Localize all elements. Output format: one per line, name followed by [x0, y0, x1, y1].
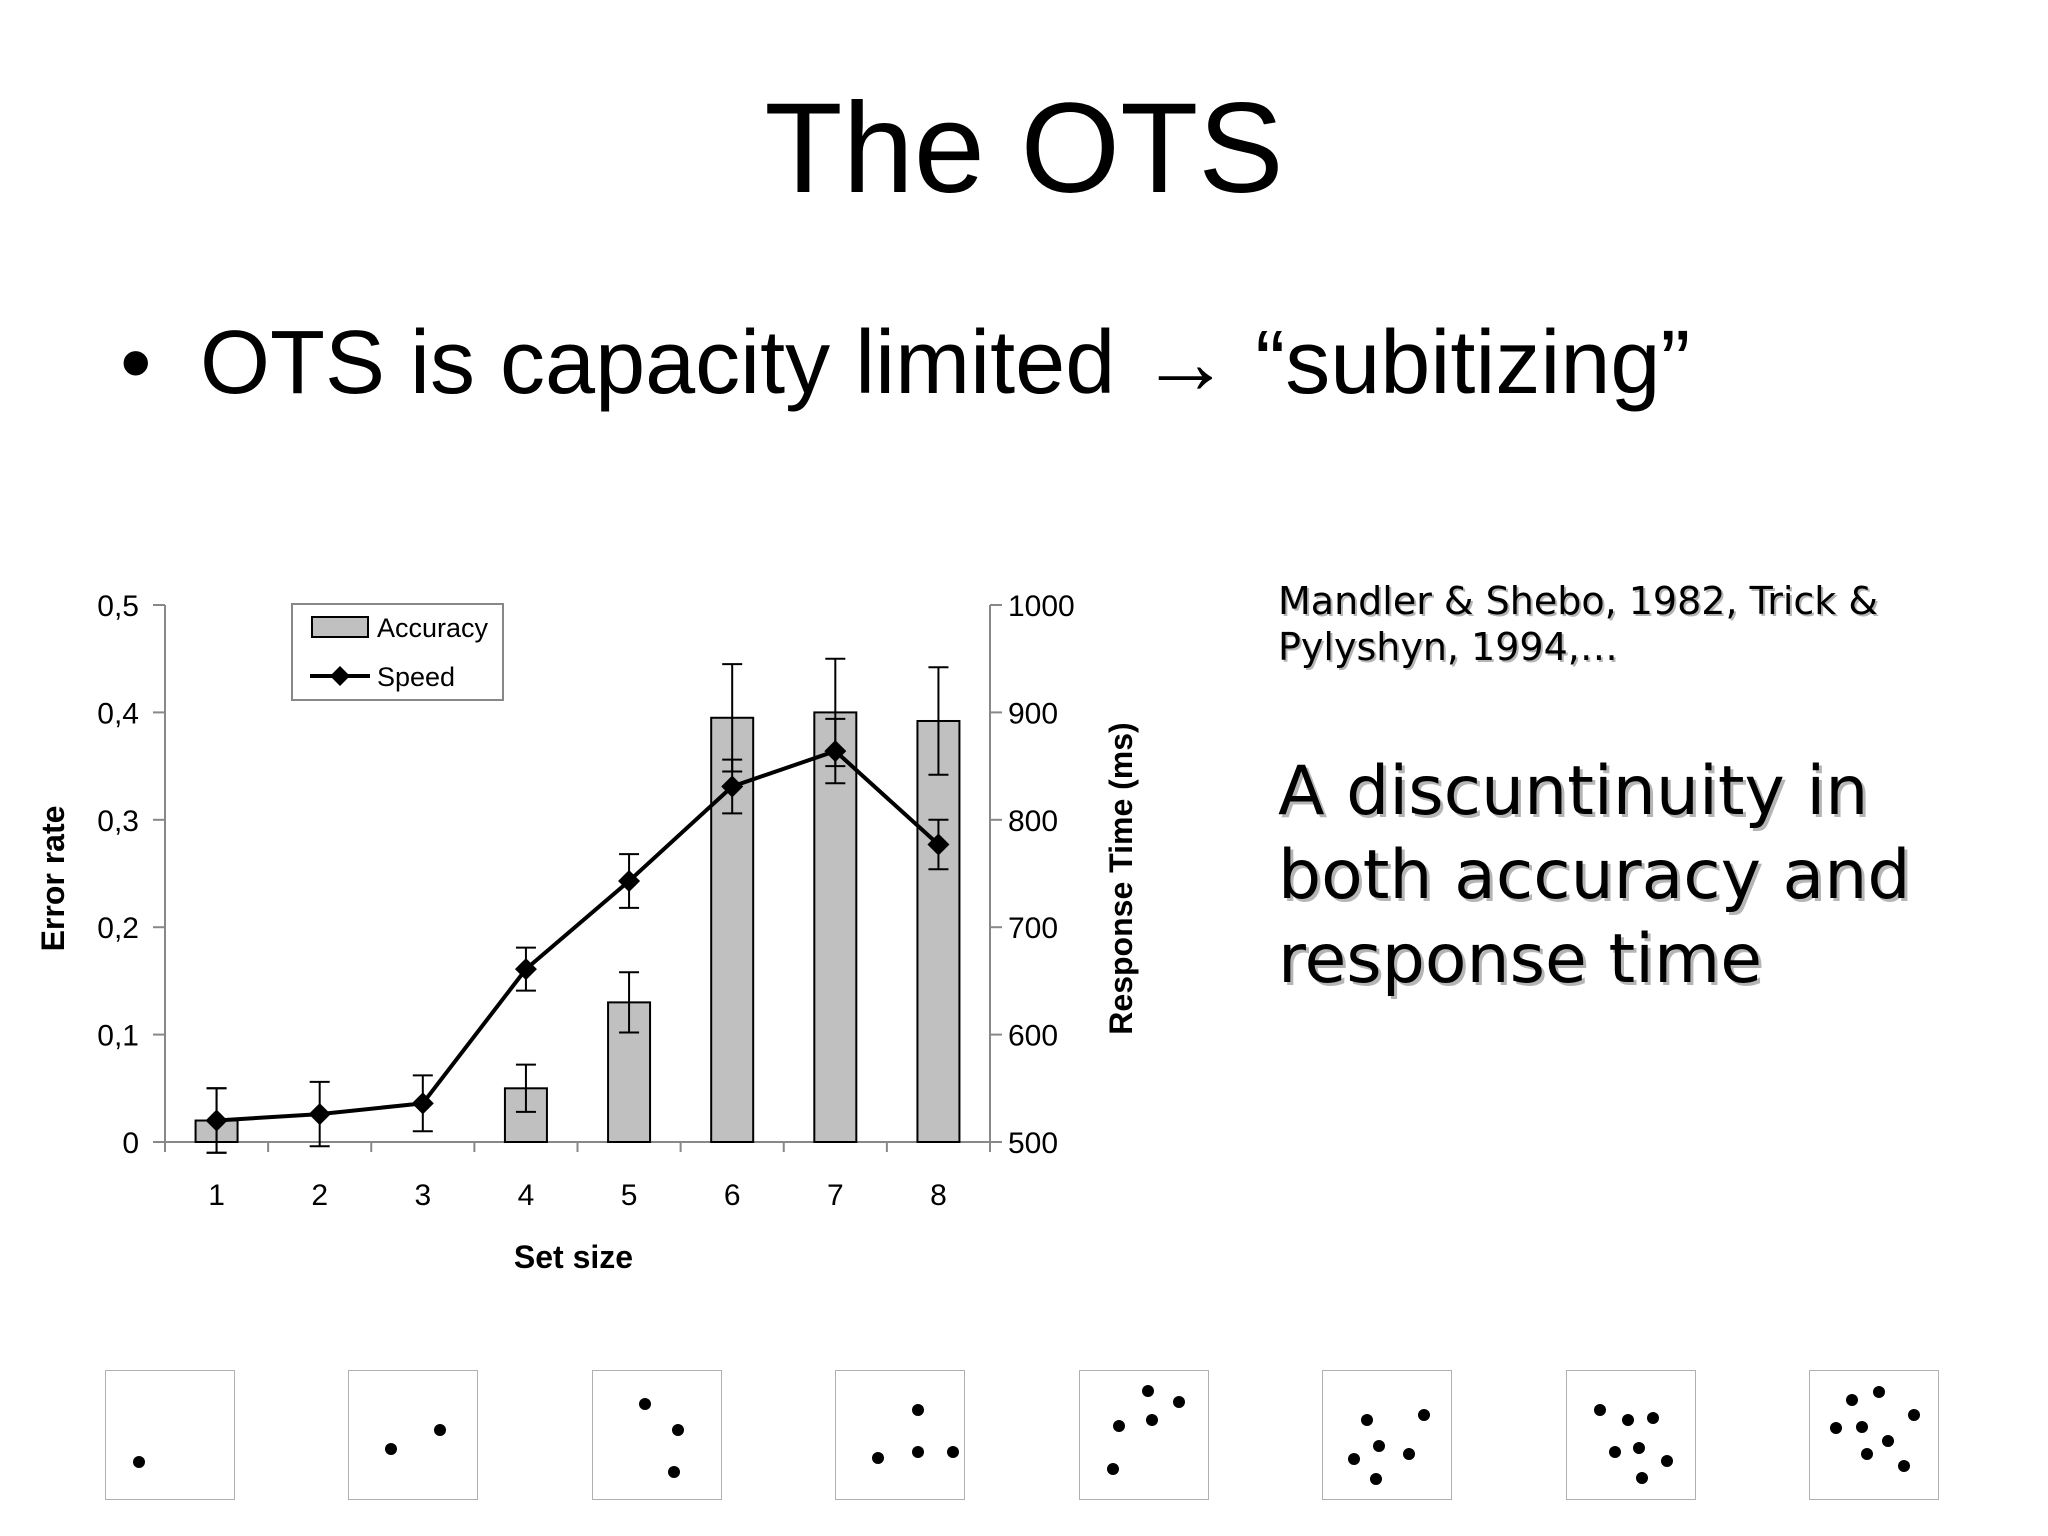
y-tick-label-left: 0,3	[97, 805, 139, 838]
x-tick-label: 1	[208, 1179, 225, 1212]
speed-line	[216, 748, 940, 1123]
x-tick-label: 6	[724, 1179, 741, 1212]
dot	[1622, 1414, 1635, 1427]
dot	[1882, 1435, 1894, 1448]
speed-point	[308, 1103, 331, 1126]
y-tick-label-right: 500	[1008, 1127, 1058, 1160]
accuracy-bar	[916, 719, 961, 1143]
discontinuity-note: A discuntinuity in both accuracy and res…	[1278, 752, 1911, 999]
dot	[434, 1423, 446, 1436]
y-tick-label-right: 800	[1008, 805, 1058, 838]
bullet-symbol: •	[120, 313, 152, 413]
speed-point	[927, 833, 950, 856]
dot	[1632, 1441, 1645, 1454]
dot-panel-8	[1809, 1370, 1939, 1500]
dot-panel-6	[1322, 1370, 1452, 1500]
x-tick-label: 8	[930, 1179, 947, 1212]
bullet-text: OTS is capacity limited → “subitizing”	[200, 313, 1691, 413]
speed-point	[721, 775, 744, 798]
y-tick-label-left: 0,1	[97, 1020, 139, 1053]
speed-point	[514, 958, 537, 981]
dot	[1402, 1448, 1415, 1461]
dot	[1370, 1472, 1383, 1485]
dot-panel-5	[1079, 1370, 1209, 1500]
x-tick-label: 2	[311, 1179, 328, 1212]
accuracy-error-bar	[619, 971, 640, 1034]
dot	[947, 1445, 959, 1458]
dot-panel-2	[348, 1370, 478, 1500]
y-tick-label-left: 0,2	[97, 912, 139, 945]
speed-point	[205, 1109, 228, 1132]
x-tick-label: 3	[414, 1179, 431, 1212]
y-tick-label-left: 0	[122, 1127, 139, 1160]
slide-title: The OTS	[764, 77, 1284, 220]
dot	[1145, 1414, 1158, 1427]
dot	[1361, 1414, 1374, 1427]
dot	[1661, 1454, 1674, 1467]
x-tick-label: 7	[827, 1179, 844, 1212]
y-tick-label-right: 700	[1008, 912, 1058, 945]
dot	[1172, 1396, 1185, 1409]
dot	[1636, 1471, 1649, 1484]
citation-text: Mandler & Shebo, 1982, Trick & Pylyshyn,…	[1278, 579, 1879, 669]
bullet-point: • OTS is capacity limited → “subitizing”	[120, 318, 1690, 408]
dot-panel-1	[105, 1370, 235, 1500]
dot	[871, 1452, 884, 1465]
dot-panel-7	[1566, 1370, 1696, 1500]
dot	[1908, 1409, 1920, 1422]
legend-label-accuracy: Accuracy	[377, 613, 489, 643]
legend-label-speed: Speed	[377, 662, 455, 692]
accuracy-error-bar	[515, 1063, 536, 1113]
y-axis-title-left: Error rate	[35, 806, 71, 952]
dot	[1418, 1409, 1431, 1422]
dot	[639, 1397, 651, 1410]
y-tick-label-right: 1000	[1008, 590, 1075, 623]
dot	[1113, 1419, 1125, 1432]
dot	[911, 1445, 924, 1458]
dot	[1141, 1384, 1154, 1397]
dot	[671, 1423, 684, 1436]
dot	[1897, 1459, 1910, 1472]
legend-swatch-speed-marker	[330, 666, 350, 686]
accuracy-error-bar	[928, 666, 949, 776]
dot	[1372, 1440, 1385, 1453]
speed-point	[824, 740, 847, 763]
dot-panel-3	[592, 1370, 722, 1500]
dot-panel-4	[835, 1370, 965, 1500]
x-tick-label: 5	[621, 1179, 638, 1212]
legend-swatch-accuracy	[311, 616, 369, 638]
y-tick-label-left: 0,5	[97, 590, 139, 623]
x-axis-title: Set size	[514, 1239, 633, 1275]
dot	[1861, 1448, 1874, 1461]
dot	[384, 1443, 397, 1455]
chart-legend: Accuracy Speed	[291, 603, 504, 701]
dot	[1348, 1453, 1361, 1466]
dot	[1872, 1385, 1885, 1398]
y-tick-label-right: 600	[1008, 1020, 1058, 1053]
dot	[132, 1456, 145, 1468]
dot	[1646, 1411, 1659, 1424]
dot	[1106, 1462, 1119, 1475]
dot	[911, 1404, 924, 1416]
speed-point	[618, 870, 641, 893]
dot	[667, 1466, 680, 1479]
y-axis-title-right: Response Time (ms)	[1103, 722, 1139, 1034]
x-tick-label: 4	[518, 1179, 535, 1212]
dot	[1856, 1420, 1868, 1433]
y-tick-label-left: 0,4	[97, 697, 139, 730]
dot	[1845, 1393, 1858, 1406]
y-tick-label-right: 900	[1008, 697, 1058, 730]
dot	[1830, 1422, 1842, 1435]
speed-point	[411, 1092, 434, 1115]
accuracy-bar	[503, 1087, 548, 1144]
dot	[1593, 1404, 1606, 1416]
dot	[1609, 1445, 1622, 1458]
